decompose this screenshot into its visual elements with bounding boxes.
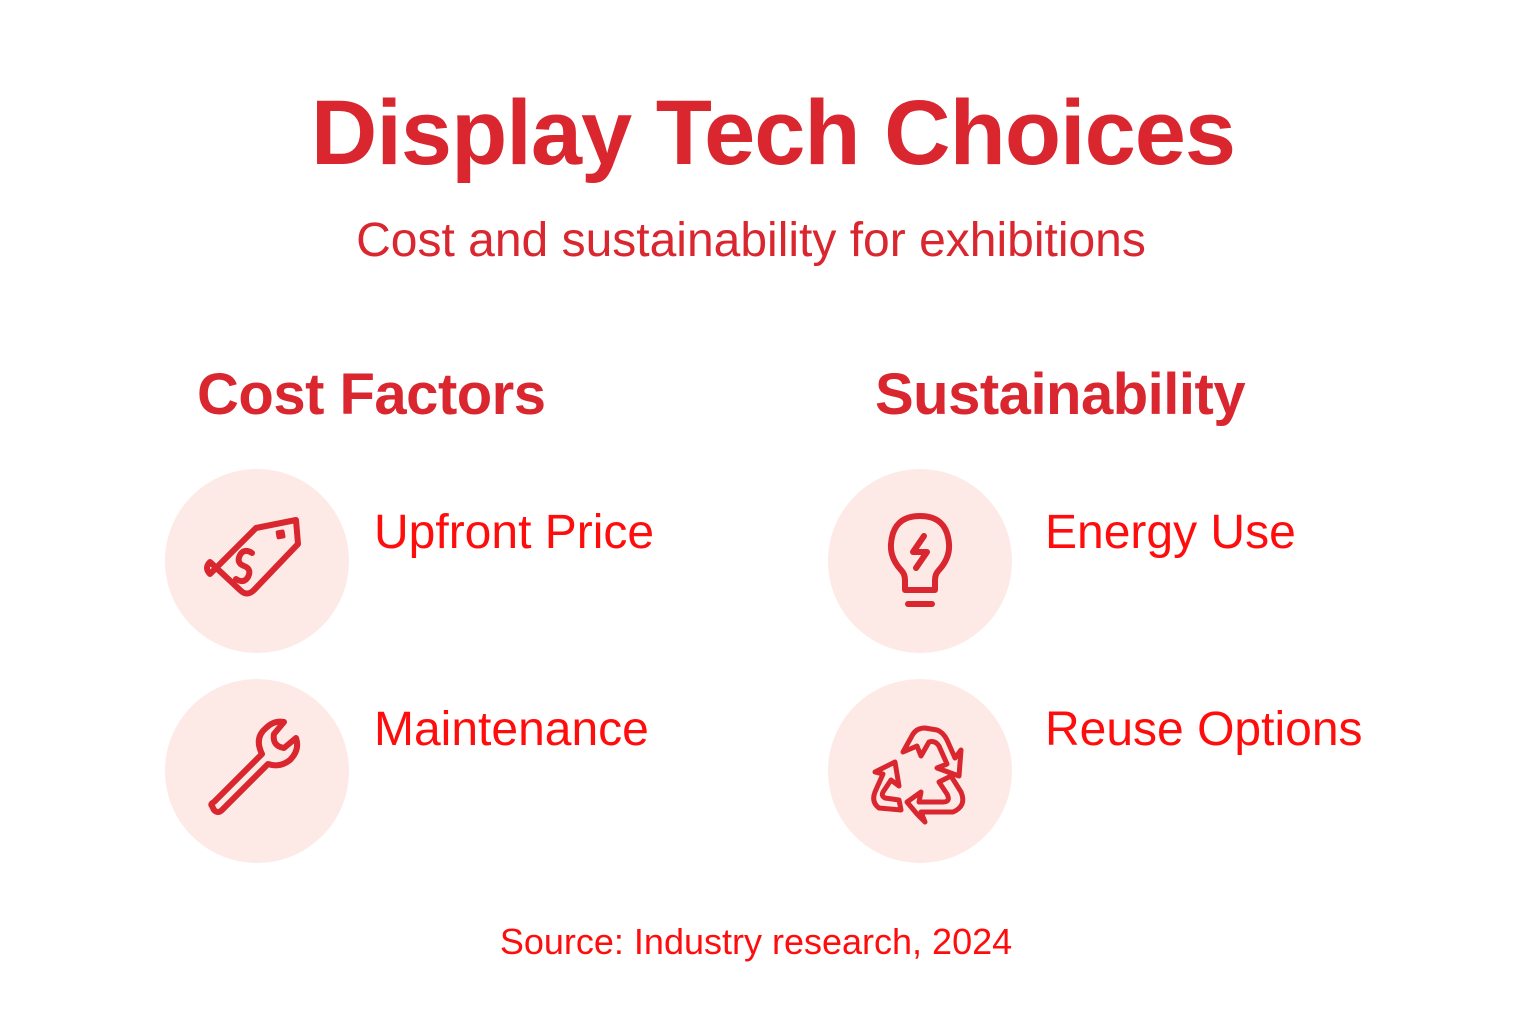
price-tag-icon xyxy=(204,517,301,597)
icon-circle xyxy=(828,679,1012,863)
item-label-reuse-options: Reuse Options xyxy=(1045,703,1363,756)
section-heading-cost-factors: Cost Factors xyxy=(197,362,546,427)
page-subtitle: Cost and sustainability for exhibitions xyxy=(356,214,1146,267)
item-label-energy-use: Energy Use xyxy=(1045,506,1296,559)
recycle-icon xyxy=(871,725,966,825)
wrench-icon xyxy=(208,718,301,815)
icon-circle xyxy=(828,469,1012,653)
page-title: Display Tech Choices xyxy=(310,82,1236,184)
icon-circle xyxy=(165,469,349,653)
lightbulb-icon xyxy=(887,513,953,607)
item-label-maintenance: Maintenance xyxy=(374,703,649,756)
source-note: Source: Industry research, 2024 xyxy=(499,921,1013,962)
icon-circle xyxy=(165,679,349,863)
section-heading-sustainability: Sustainability xyxy=(875,362,1246,427)
item-label-upfront-price: Upfront Price xyxy=(374,506,655,559)
